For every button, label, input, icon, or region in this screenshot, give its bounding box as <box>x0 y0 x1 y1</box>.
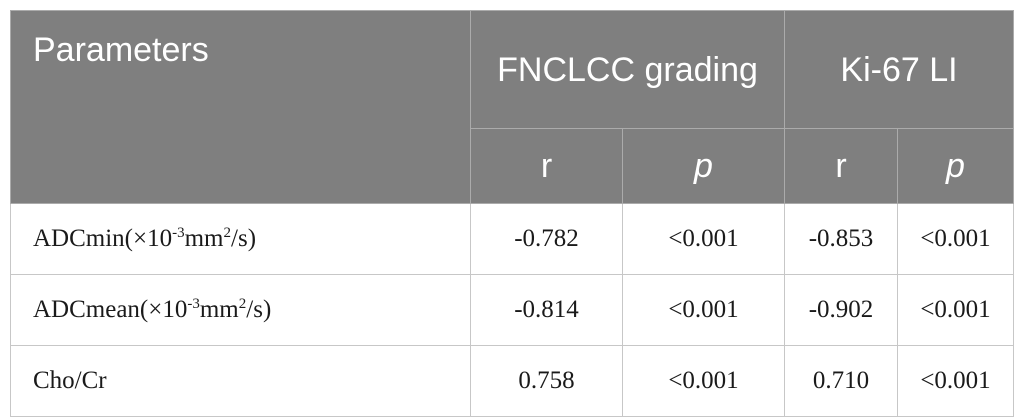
param-exponent: -3 <box>187 296 200 312</box>
table-cell: <0.001 <box>621 274 786 346</box>
ki67-p-header: p <box>897 128 1015 204</box>
fnclcc-p-header: p <box>621 128 786 204</box>
table-container: Parameters FNCLCC grading Ki-67 LI r p r… <box>10 10 1015 417</box>
header-row-1: Parameters FNCLCC grading Ki-67 LI <box>10 10 1015 204</box>
header-row-2: r p r p <box>11 128 1015 204</box>
table-cell: <0.001 <box>621 203 786 275</box>
table-cell: 0.758 <box>470 345 623 417</box>
fnclcc-grading-header: FNCLCC grading <box>469 10 786 129</box>
table-cell: <0.001 <box>621 345 786 417</box>
ki67-li-header: Ki-67 LI <box>784 10 1015 129</box>
table-cell: <0.001 <box>897 203 1015 275</box>
row-parameter: Cho/Cr <box>10 345 471 417</box>
table-row: ADCmin(×10-3mm2/s) -0.782 <0.001 -0.853 … <box>10 203 1015 275</box>
fnclcc-r-header: r <box>470 128 623 204</box>
table-cell: <0.001 <box>897 345 1015 417</box>
param-unit-tail: /s) <box>246 296 272 323</box>
table-row: Cho/Cr 0.758 <0.001 0.710 <0.001 <box>10 345 1015 417</box>
row-parameter: ADCmin(×10-3mm2/s) <box>10 203 471 275</box>
param-unit-exponent: 2 <box>238 296 247 312</box>
parameters-header: Parameters <box>10 10 471 204</box>
param-text: ADCmin(×10 <box>33 225 173 252</box>
param-unit: mm <box>184 225 224 252</box>
table-cell: 0.710 <box>784 345 899 417</box>
table-header: Parameters FNCLCC grading Ki-67 LI r p r… <box>10 10 1015 204</box>
table-cell: -0.814 <box>470 274 623 346</box>
param-unit-exponent: 2 <box>223 225 232 241</box>
correlation-table: Parameters FNCLCC grading Ki-67 LI r p r… <box>10 10 1015 417</box>
param-exponent: -3 <box>172 225 185 241</box>
table-body: ADCmin(×10-3mm2/s) -0.782 <0.001 -0.853 … <box>10 203 1015 417</box>
table-cell: -0.853 <box>784 203 899 275</box>
row-parameter: ADCmean(×10-3mm2/s) <box>10 274 471 346</box>
table-row: ADCmean(×10-3mm2/s) -0.814 <0.001 -0.902… <box>10 274 1015 346</box>
ki67-r-header: r <box>784 128 899 204</box>
table-cell: -0.782 <box>470 203 623 275</box>
param-text: ADCmean(×10 <box>33 296 188 323</box>
param-unit-tail: /s) <box>231 225 257 252</box>
param-unit: mm <box>199 296 239 323</box>
table-cell: <0.001 <box>897 274 1015 346</box>
table-cell: -0.902 <box>784 274 899 346</box>
